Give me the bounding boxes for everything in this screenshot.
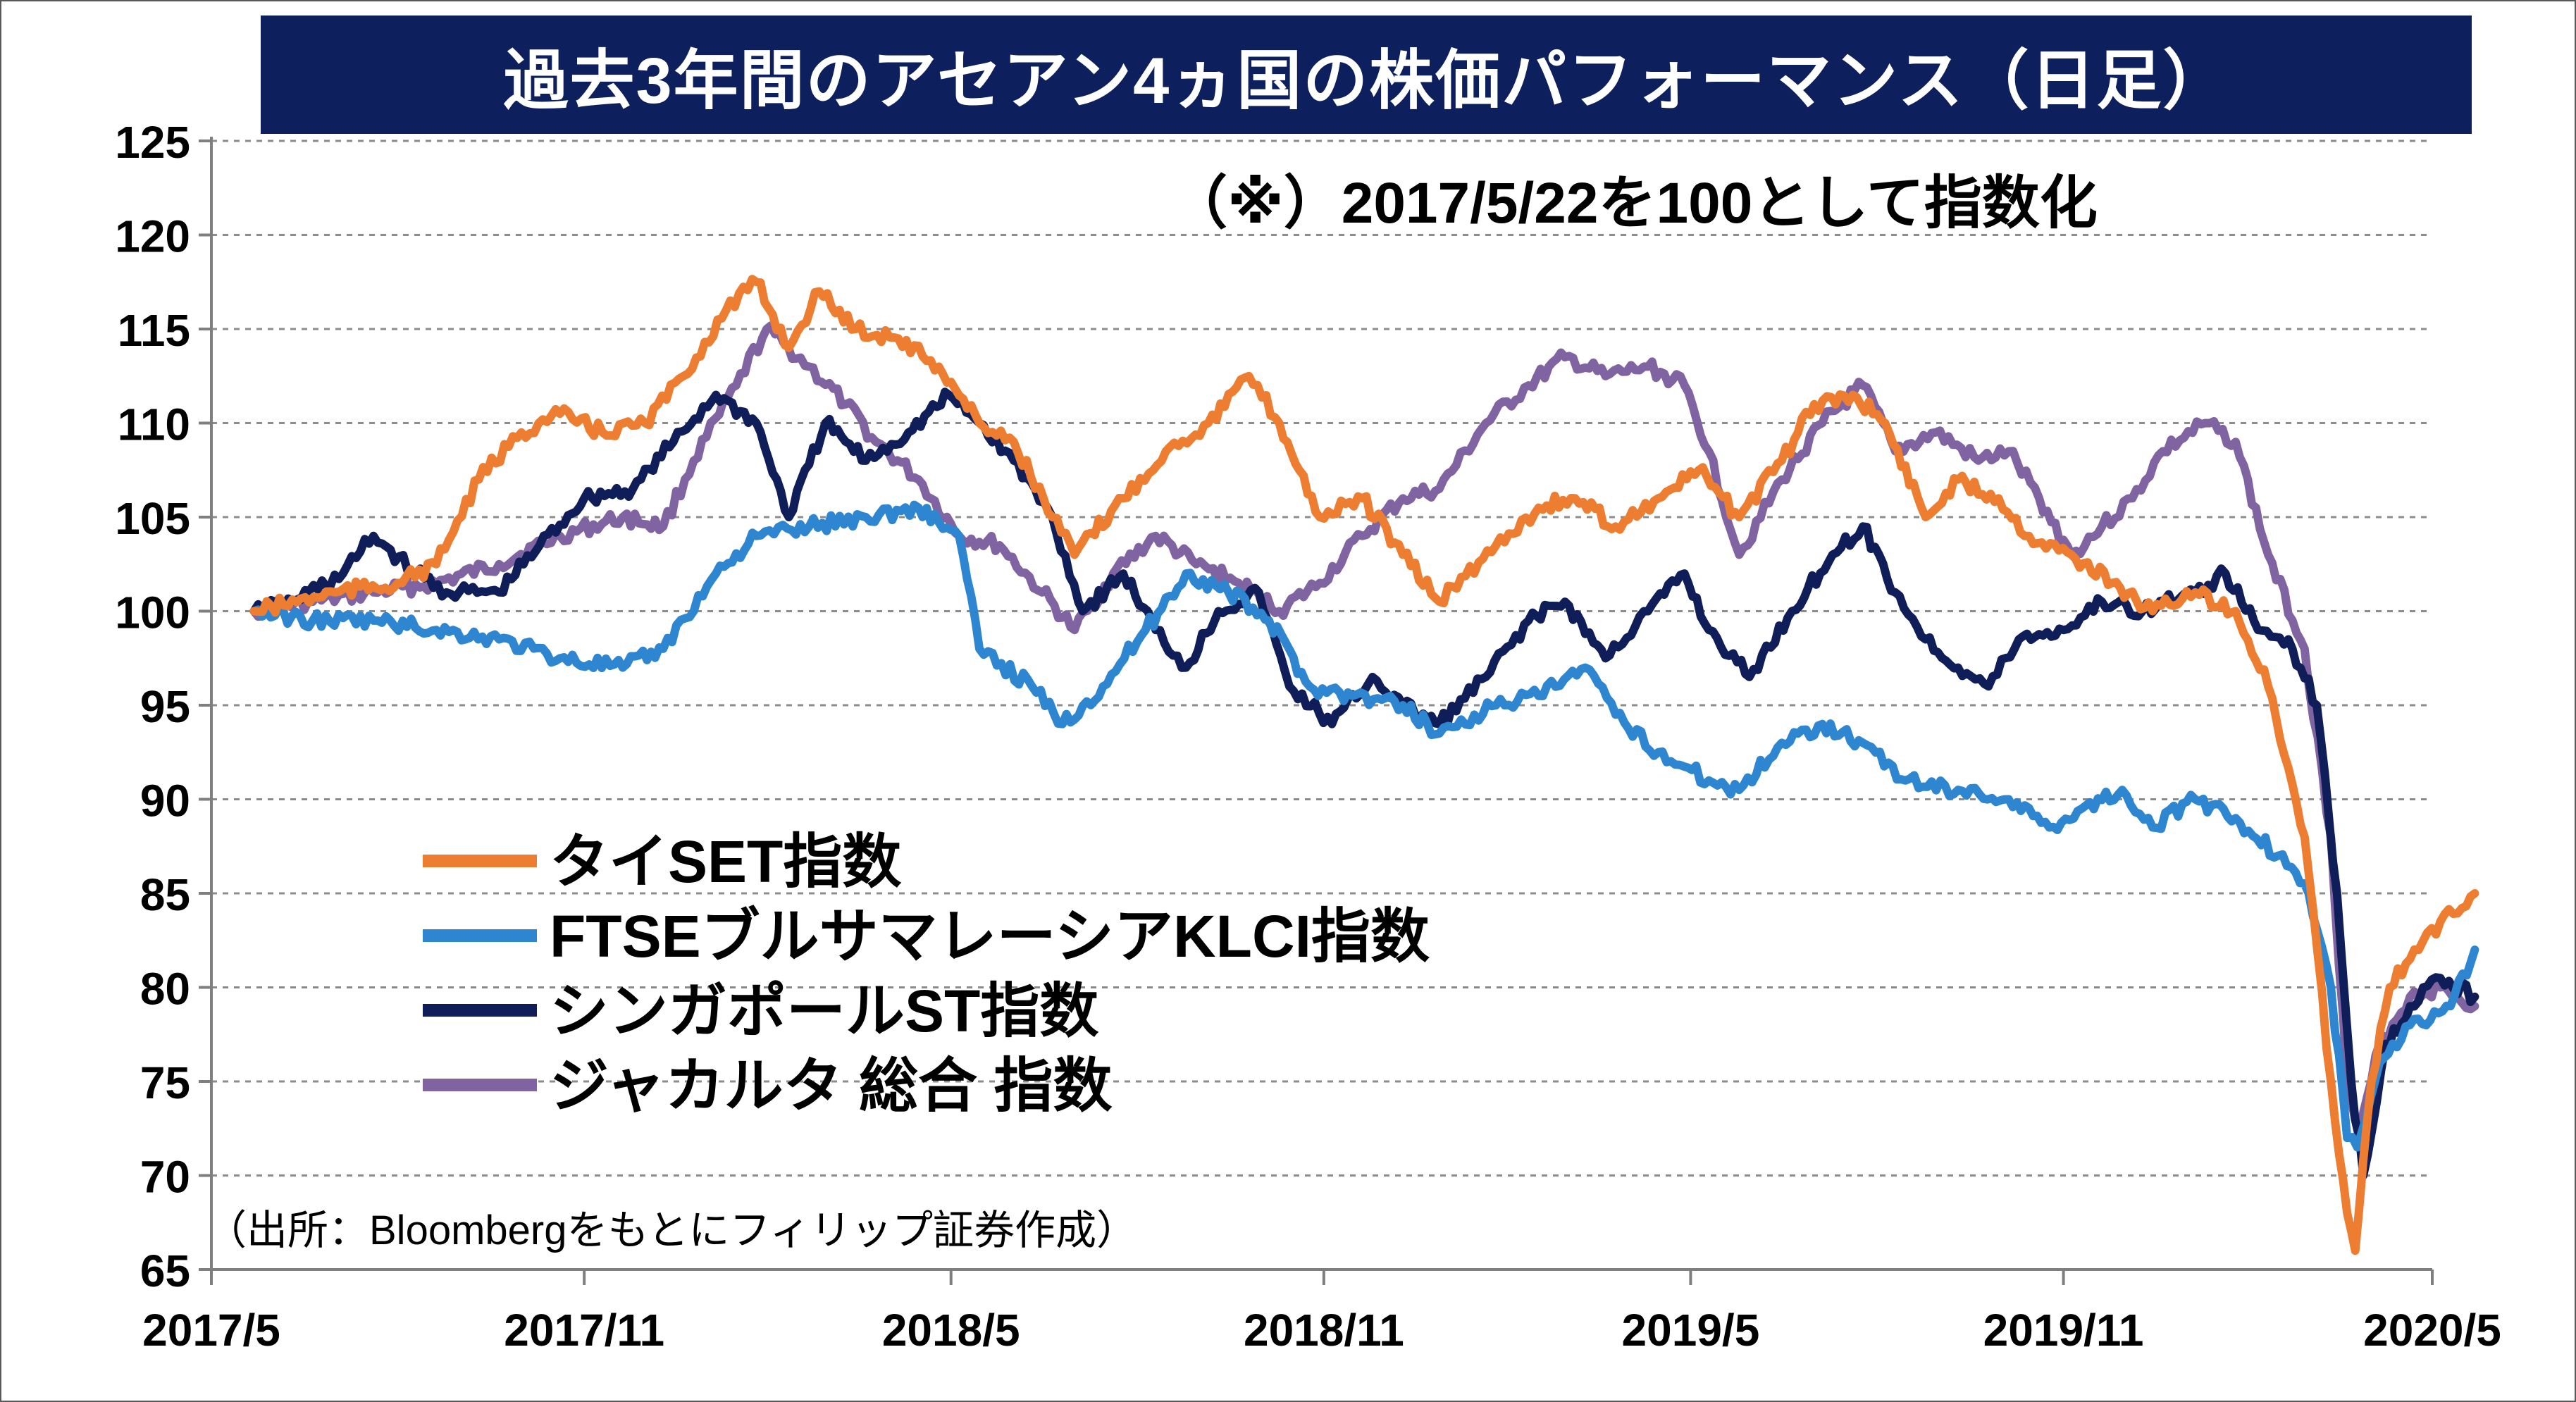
series-line bbox=[249, 321, 2479, 1143]
y-tick-label: 75 bbox=[140, 1057, 190, 1108]
legend-label: FTSEブルサマレーシアKLCI指数 bbox=[550, 903, 1430, 969]
y-tick-label: 115 bbox=[118, 305, 190, 356]
source-note: （出所：Bloombergをもとにフィリップ証券作成） bbox=[206, 1208, 1137, 1253]
title-bar: 過去3年間のアセアン4ヵ国の株価パフォーマンス（日足） bbox=[261, 15, 2472, 134]
legend-label: タイSET指数 bbox=[550, 829, 901, 895]
series-lines bbox=[249, 275, 2479, 1255]
y-tick-label: 125 bbox=[115, 117, 190, 168]
legend-label: シンガポールST指数 bbox=[550, 978, 1098, 1044]
x-tick-label: 2018/11 bbox=[1244, 1305, 1404, 1356]
chart-title: 過去3年間のアセアン4ヵ国の株価パフォーマンス（日足） bbox=[503, 44, 2229, 117]
index-note: （※）2017/5/22を100として指数化 bbox=[1170, 171, 2098, 235]
x-tick-label: 2019/5 bbox=[1622, 1305, 1760, 1356]
y-tick-label: 65 bbox=[140, 1246, 190, 1296]
legend-label: ジャカルタ 総合 指数 bbox=[550, 1053, 1112, 1119]
y-tick-label: 70 bbox=[140, 1152, 190, 1203]
x-tick-label: 2017/11 bbox=[504, 1305, 664, 1356]
y-tick-label: 90 bbox=[140, 776, 190, 826]
y-tick-label: 100 bbox=[115, 588, 190, 638]
x-tick-label: 2020/5 bbox=[2363, 1305, 2501, 1356]
y-tick-label: 85 bbox=[140, 869, 190, 920]
x-tick-label: 2017/5 bbox=[142, 1305, 280, 1356]
series-line bbox=[249, 275, 2479, 1255]
series-line bbox=[249, 500, 2479, 1152]
y-tick-label: 120 bbox=[115, 211, 190, 262]
y-tick-label: 95 bbox=[140, 681, 190, 732]
y-tick-label: 110 bbox=[118, 399, 190, 450]
x-tick-label: 2019/11 bbox=[1983, 1305, 2144, 1356]
y-tick-label: 80 bbox=[140, 964, 190, 1015]
legend: タイSET指数 FTSEブルサマレーシアKLCI指数シンガポールST指数ジャカルタ… bbox=[423, 829, 1430, 1119]
axes: 125 120 115 110 105 100 95 90 85 80 75 70 65 2017/5 20… bbox=[115, 117, 2501, 1356]
x-tick-label: 2018/5 bbox=[882, 1305, 1020, 1356]
y-tick-label: 105 bbox=[115, 493, 190, 544]
